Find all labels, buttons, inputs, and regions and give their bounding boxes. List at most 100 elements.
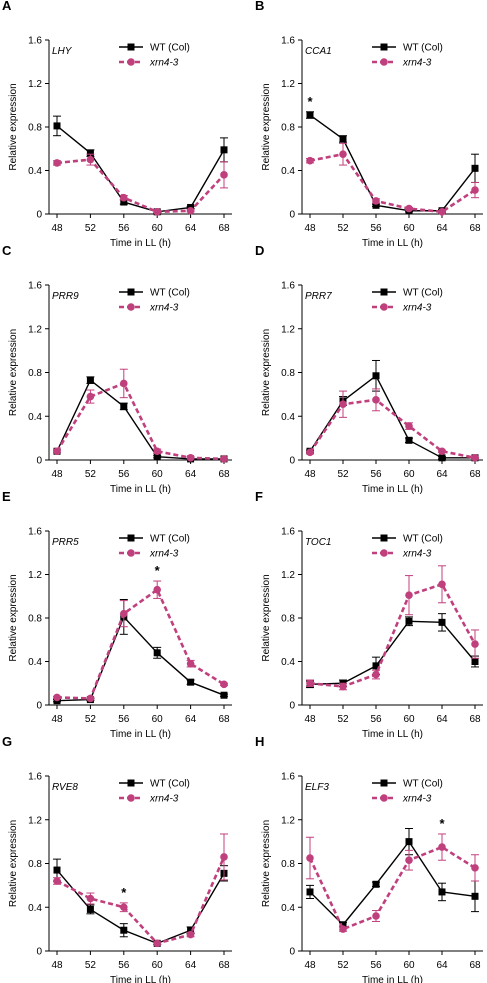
- y-tick-label: 0: [36, 947, 42, 958]
- y-tick-label: 1.2: [28, 815, 42, 826]
- data-point-xrn4: [120, 903, 128, 912]
- x-tick-label: 56: [370, 223, 382, 234]
- y-tick-label: 0.4: [281, 903, 295, 914]
- y-tick-label: 0: [36, 701, 42, 712]
- data-point-wt: [438, 454, 446, 462]
- y-tick-label: 0: [289, 210, 295, 221]
- x-tick-label: 68: [469, 223, 481, 234]
- legend-marker-wt: [127, 43, 135, 51]
- y-tick-label: 1.2: [28, 570, 42, 581]
- data-point-xrn4: [53, 447, 61, 456]
- legend-marker-xrn4: [380, 549, 388, 557]
- y-tick-label: 0: [289, 947, 295, 958]
- data-point-xrn4: [186, 206, 195, 215]
- data-point-xrn4: [405, 856, 413, 865]
- data-point-xrn4: [53, 693, 61, 702]
- data-point-wt: [471, 658, 479, 665]
- x-tick-label: 64: [185, 223, 197, 234]
- data-point-xrn4: [86, 155, 95, 164]
- data-point-xrn4: [471, 864, 479, 872]
- significance-asterisk: *: [121, 885, 127, 900]
- legend-marker-xrn4: [380, 58, 388, 66]
- series-line-xrn4: [308, 845, 476, 931]
- panel-letter: B: [255, 0, 264, 13]
- x-tick-label: 68: [218, 223, 230, 234]
- x-axis-title: Time in LL (h): [110, 975, 171, 983]
- data-point-xrn4: [53, 877, 61, 885]
- y-tick-label: 1.6: [28, 772, 42, 783]
- legend-label-xrn4: xrn4-3: [402, 58, 432, 69]
- data-point-wt: [438, 888, 446, 896]
- y-tick-label: 1.6: [281, 527, 295, 538]
- legend-marker-xrn4: [380, 794, 388, 802]
- panel-letter: D: [255, 243, 264, 258]
- x-tick-label: 56: [118, 960, 130, 971]
- data-point-xrn4: [372, 670, 380, 679]
- gene-label: RVE8: [52, 782, 78, 793]
- legend-marker-wt: [380, 288, 388, 296]
- x-tick-label: 60: [152, 469, 164, 480]
- x-tick-label: 64: [185, 469, 197, 480]
- data-point-xrn4: [471, 640, 479, 648]
- significance-asterisk: *: [307, 94, 313, 109]
- data-point-xrn4: [306, 679, 314, 688]
- y-tick-label: 1.6: [28, 36, 42, 47]
- x-tick-label: 64: [185, 714, 197, 725]
- data-point-wt: [53, 122, 61, 130]
- x-tick-label: 48: [304, 469, 316, 480]
- x-tick-label: 56: [118, 223, 130, 234]
- y-tick-label: 1.2: [281, 79, 295, 90]
- y-tick-label: 0.4: [28, 412, 42, 423]
- legend-label-wt: WT (Col): [150, 534, 190, 545]
- data-point-wt: [405, 436, 413, 444]
- legend-label-wt: WT (Col): [403, 288, 443, 299]
- y-tick-label: 0: [289, 456, 295, 467]
- panel-e: E 0 0.4 0.8 1.2 1.6 48 52 56 60 64 68 Time in LL (h)…: [2, 489, 232, 740]
- data-point-wt: [120, 198, 128, 206]
- panel-letter: G: [2, 734, 12, 749]
- legend-marker-wt: [127, 779, 135, 787]
- x-tick-label: 60: [403, 960, 415, 971]
- series-wt: [306, 613, 479, 689]
- x-tick-label: 64: [436, 714, 448, 725]
- x-tick-label: 48: [304, 960, 316, 971]
- panel-letter: H: [255, 734, 264, 749]
- x-tick-label: 52: [85, 714, 97, 725]
- legend-label-wt: WT (Col): [150, 288, 190, 299]
- data-point-wt: [120, 926, 128, 934]
- x-tick-label: 52: [337, 960, 349, 971]
- x-axis-title: Time in LL (h): [110, 729, 171, 740]
- legend-label-xrn4: xrn4-3: [402, 549, 432, 560]
- data-point-xrn4: [339, 150, 347, 158]
- y-axis-title: Relative expression: [8, 574, 19, 661]
- x-tick-label: 48: [51, 960, 63, 971]
- y-tick-label: 1.2: [28, 324, 42, 335]
- legend-label-wt: WT (Col): [150, 779, 190, 790]
- panel-b: B 0 0.4 0.8 1.2 1.6 48 52 56 60 64 68 Time in LL (h)…: [255, 0, 483, 249]
- data-point-xrn4: [220, 680, 228, 689]
- data-point-xrn4: [405, 422, 413, 430]
- y-tick-label: 0.4: [28, 903, 42, 914]
- data-point-xrn4: [339, 400, 347, 409]
- panel-a: A 0 0.4 0.8 1.2 1.6 48 52 56 60 64 68 Time in LL (h)…: [2, 0, 232, 249]
- series-wt: [306, 111, 479, 215]
- data-point-xrn4: [438, 580, 446, 589]
- x-tick-label: 64: [436, 223, 448, 234]
- data-point-xrn4: [86, 694, 95, 703]
- series-wt: [306, 359, 479, 462]
- panel-letter: A: [2, 0, 12, 13]
- y-tick-label: 1.6: [281, 281, 295, 292]
- data-point-xrn4: [120, 609, 128, 618]
- x-tick-label: 68: [218, 960, 230, 971]
- panel-d: D 0 0.4 0.8 1.2 1.6 48 52 56 60 64 68 Time in LL (h)…: [255, 243, 483, 495]
- legend-marker-wt: [380, 534, 388, 542]
- data-point-wt: [405, 617, 413, 625]
- y-tick-label: 1.2: [281, 570, 295, 581]
- gene-label: ELF3: [305, 782, 329, 793]
- x-axis-title: Time in LL (h): [362, 975, 423, 983]
- data-point-xrn4: [120, 379, 128, 388]
- legend-label-xrn4: xrn4-3: [149, 794, 179, 805]
- x-axis-title: Time in LL (h): [110, 484, 171, 495]
- y-axis-title: Relative expression: [261, 820, 272, 907]
